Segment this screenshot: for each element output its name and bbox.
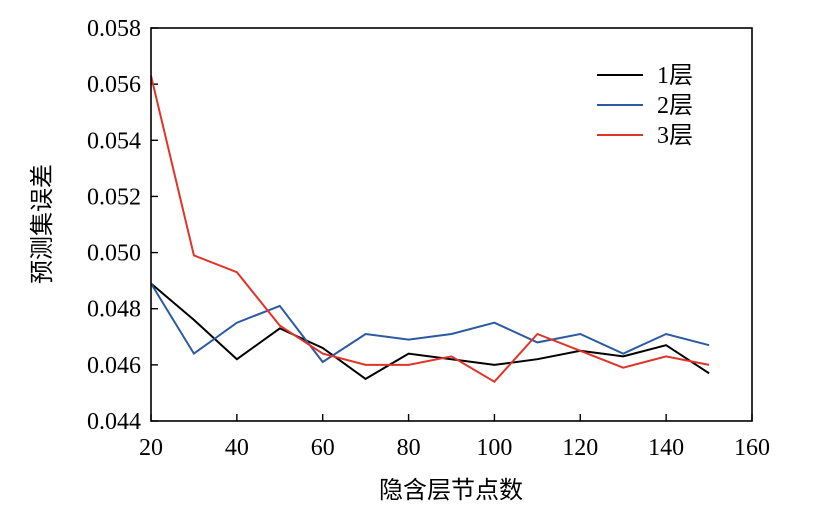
legend-label-3: 3层 bbox=[657, 123, 693, 149]
series-line-2 bbox=[150, 282, 710, 364]
x-tick-label: 80 bbox=[397, 435, 421, 461]
x-axis-title: 隐含层节点数 bbox=[379, 476, 523, 504]
y-axis-title: 预测集误差 bbox=[28, 164, 56, 284]
series-line-3 bbox=[150, 75, 710, 383]
y-tick-label: 0.048 bbox=[87, 297, 141, 323]
y-tick-label: 0.050 bbox=[87, 241, 141, 267]
y-tick-label: 0.052 bbox=[87, 184, 141, 210]
y-tick-label: 0.058 bbox=[87, 16, 141, 42]
x-tick-label: 100 bbox=[476, 435, 512, 461]
plot-frame bbox=[150, 27, 753, 422]
series-line-1 bbox=[150, 282, 710, 381]
x-tick-label: 20 bbox=[139, 435, 163, 461]
axis-ticks bbox=[150, 27, 753, 422]
y-tick-label: 0.046 bbox=[87, 353, 141, 379]
legend: 1层 2层 3层 bbox=[597, 63, 693, 149]
x-tick-label: 160 bbox=[734, 435, 770, 461]
series-lines bbox=[150, 75, 710, 383]
x-tick-label: 140 bbox=[648, 435, 684, 461]
legend-label-2: 2层 bbox=[657, 93, 693, 119]
y-tick-label: 0.056 bbox=[87, 72, 141, 98]
tick-labels: 20 40 60 80 100 120 140 160 0.044 0.046 0.048 0.050… bbox=[87, 16, 770, 461]
x-tick-label: 40 bbox=[225, 435, 249, 461]
x-tick-label: 120 bbox=[562, 435, 598, 461]
y-tick-label: 0.054 bbox=[87, 128, 141, 154]
y-tick-label: 0.044 bbox=[87, 409, 141, 435]
x-tick-label: 60 bbox=[311, 435, 335, 461]
legend-label-1: 1层 bbox=[657, 63, 693, 89]
